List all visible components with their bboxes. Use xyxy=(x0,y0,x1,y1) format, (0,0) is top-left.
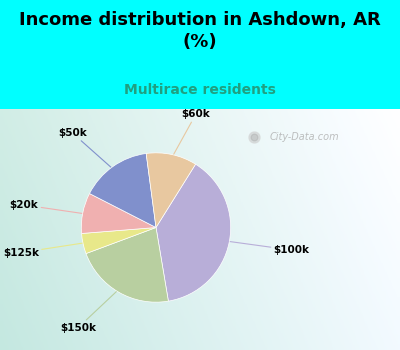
Text: $20k: $20k xyxy=(10,200,84,214)
Text: $60k: $60k xyxy=(172,110,210,158)
Wedge shape xyxy=(156,164,231,301)
Text: $100k: $100k xyxy=(228,241,310,255)
Wedge shape xyxy=(81,194,156,233)
Wedge shape xyxy=(90,154,156,228)
Text: $150k: $150k xyxy=(60,289,119,333)
Wedge shape xyxy=(82,228,156,253)
Text: $50k: $50k xyxy=(58,128,114,169)
Text: Multirace residents: Multirace residents xyxy=(124,83,276,97)
Wedge shape xyxy=(146,153,196,228)
Wedge shape xyxy=(86,228,168,302)
Text: $125k: $125k xyxy=(3,243,84,258)
Text: Income distribution in Ashdown, AR
(%): Income distribution in Ashdown, AR (%) xyxy=(19,11,381,51)
Text: City-Data.com: City-Data.com xyxy=(269,133,339,142)
